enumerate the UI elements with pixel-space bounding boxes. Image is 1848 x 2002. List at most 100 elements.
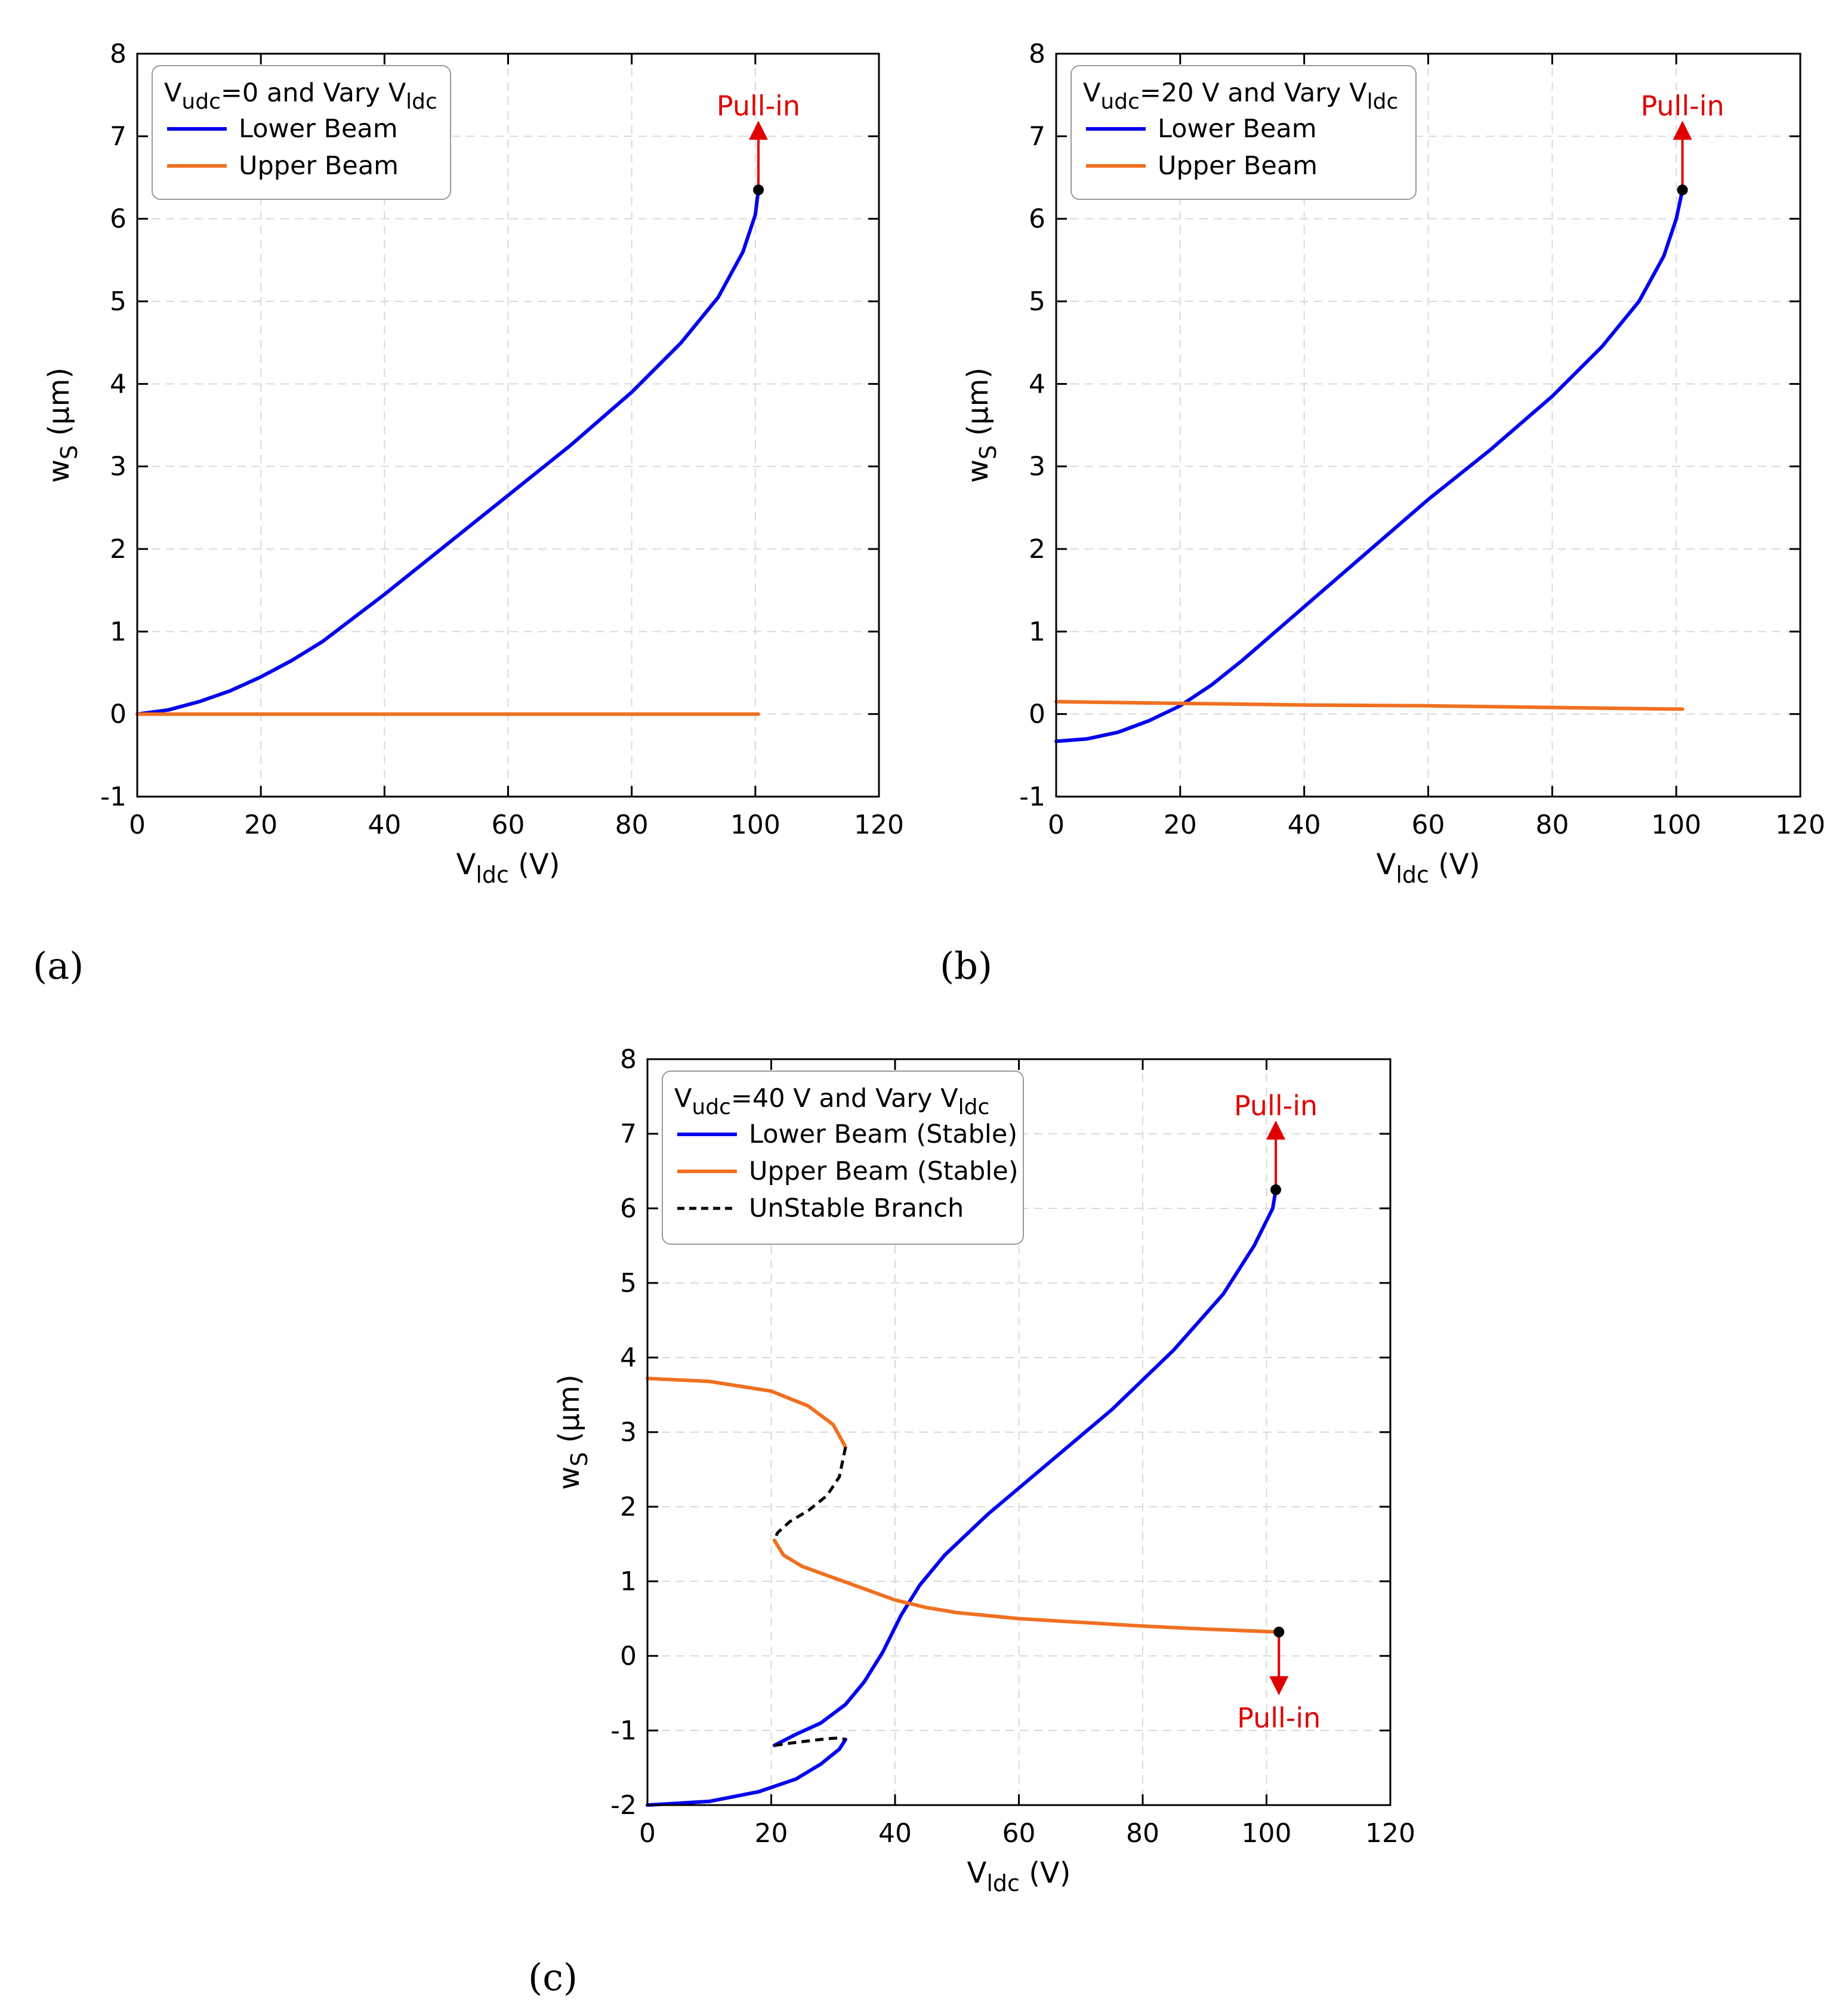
legend-title-v: V [674,1084,692,1113]
y-tick-label: 2 [620,1492,637,1522]
legend-entry: Upper Beam [1158,151,1318,181]
y-axis-label-unit: (µm) [553,1374,586,1452]
series-line-lower-beam [135,188,760,716]
y-tick-label: 6 [110,204,127,235]
y-axis-label-main: w [42,459,76,483]
y-tick-label: 6 [1029,204,1045,235]
x-tick-label: 0 [1048,810,1065,840]
legend-title: Vudc=0 and Vary Vldc [164,78,437,114]
x-tick-label: 120 [1365,1818,1415,1849]
y-tick-label: 4 [110,369,127,399]
y-tick-label: 2 [110,534,127,564]
y-tick-label: 6 [620,1193,637,1224]
series-line-lower-beam-stable- [646,1738,847,1807]
panel-label: (c) [528,1955,578,1999]
y-tick-label: -2 [610,1790,637,1821]
x-tick-label: 0 [129,810,146,840]
y-axis-label-unit: (µm) [42,368,76,445]
y-tick-label: 5 [110,286,127,317]
legend-entry: Lower Beam [1158,114,1317,144]
y-tick-label: 5 [620,1268,637,1298]
pull-in-point [1273,1627,1285,1637]
y-axis-label-unit: (µm) [961,368,995,445]
legend-entry: Lower Beam (Stable) [749,1119,1017,1149]
y-axis-label-sub: S [975,445,1001,459]
legend-title-mid: =40 V and Vary V [731,1084,958,1113]
x-tick-label: 20 [1164,810,1197,840]
x-tick-label: 100 [1242,1818,1292,1849]
x-axis-label: Vldc (V) [456,848,560,888]
legend-entry: Lower Beam [239,114,398,144]
series-line-lower-beam-stable- [772,1187,1278,1747]
plot-frame [136,53,880,798]
x-tick-label: 80 [1535,810,1569,840]
series-line-unstable-branch [773,1446,847,1541]
x-tick-label: 60 [492,810,525,840]
x-axis-label-sub: ldc [476,862,509,888]
series-line-upper-beam [1054,699,1685,711]
x-tick-label: 20 [755,1818,788,1849]
y-tick-label: -1 [1019,782,1045,812]
series-line-upper-beam-stable- [772,1538,1281,1634]
series-line-upper-beam-stable- [646,1377,847,1449]
legend-entry: Upper Beam (Stable) [749,1156,1018,1186]
y-axis-label: wS (µm) [553,1374,593,1489]
pull-in-label: Pull-in [1237,1702,1321,1734]
panel-label: (a) [33,944,84,988]
y-tick-label: 0 [110,699,127,730]
series-line-lower-beam [1054,188,1685,744]
legend-title-mid: =20 V and Vary V [1140,78,1367,108]
x-tick-label: 100 [730,810,780,840]
legend-title-sub1: udc [692,1095,730,1119]
legend-title-v: V [164,78,182,108]
legend-title-sub2: ldc [406,90,437,114]
x-axis-label-sub: ldc [1396,862,1429,888]
y-tick-label: 1 [110,616,127,647]
y-tick-label: -1 [610,1716,637,1746]
legend-title-mid: =0 and Vary V [221,78,406,108]
y-tick-label: 1 [1029,616,1045,647]
legend-box [662,1071,1024,1245]
pull-in-label: Pull-in [1234,1090,1318,1122]
x-axis-label: Vldc (V) [967,1856,1071,1896]
y-tick-label: 4 [620,1343,637,1373]
y-tick-label: 3 [110,452,127,482]
legend: Vudc=20 V and Vary Vldc Lower Beam Upper B… [1070,65,1417,200]
y-tick-label: 7 [620,1119,637,1149]
y-tick-label: 7 [1029,121,1045,152]
x-tick-label: 120 [854,810,904,840]
x-tick-label: 60 [1002,1818,1036,1849]
x-tick-label: 0 [639,1818,656,1849]
y-tick-label: -1 [100,782,127,812]
series-line-unstable-branch [774,1736,846,1747]
plot-frame [646,1058,1392,1806]
legend-title-sub2: ldc [958,1095,990,1119]
y-tick-label: 0 [620,1641,637,1671]
pull-in-label: Pull-in [1640,90,1724,122]
legend-title: Vudc=40 V and Vary Vldc [674,1084,989,1119]
y-tick-label: 0 [1029,699,1045,730]
legend-title-sub1: udc [181,90,220,114]
x-tick-label: 60 [1412,810,1445,840]
x-axis-label-unit: (V) [509,848,560,881]
x-tick-label: 80 [615,810,649,840]
x-axis-label-sub: ldc [986,1870,1020,1896]
y-axis-label-sub: S [566,1452,593,1466]
x-axis-label-unit: (V) [1020,1856,1071,1890]
y-tick-label: 2 [1029,534,1045,564]
legend-title-v: V [1083,78,1101,108]
y-axis-label-sub: S [56,445,82,459]
legend-title-sub2: ldc [1367,90,1399,114]
chart-panel-3: 0 20 40 60 80 100 120 -2 -1 0 1 2 3 4 5 6 7 8 Pull-in Pull-… [528,1044,1415,1999]
x-tick-label: 40 [878,1818,912,1849]
x-tick-label: 100 [1651,810,1701,840]
y-axis-label-main: w [553,1466,586,1489]
pull-in-point [1270,1184,1282,1195]
legend-title-sub1: udc [1100,90,1139,114]
legend-entry: UnStable Branch [749,1193,964,1223]
